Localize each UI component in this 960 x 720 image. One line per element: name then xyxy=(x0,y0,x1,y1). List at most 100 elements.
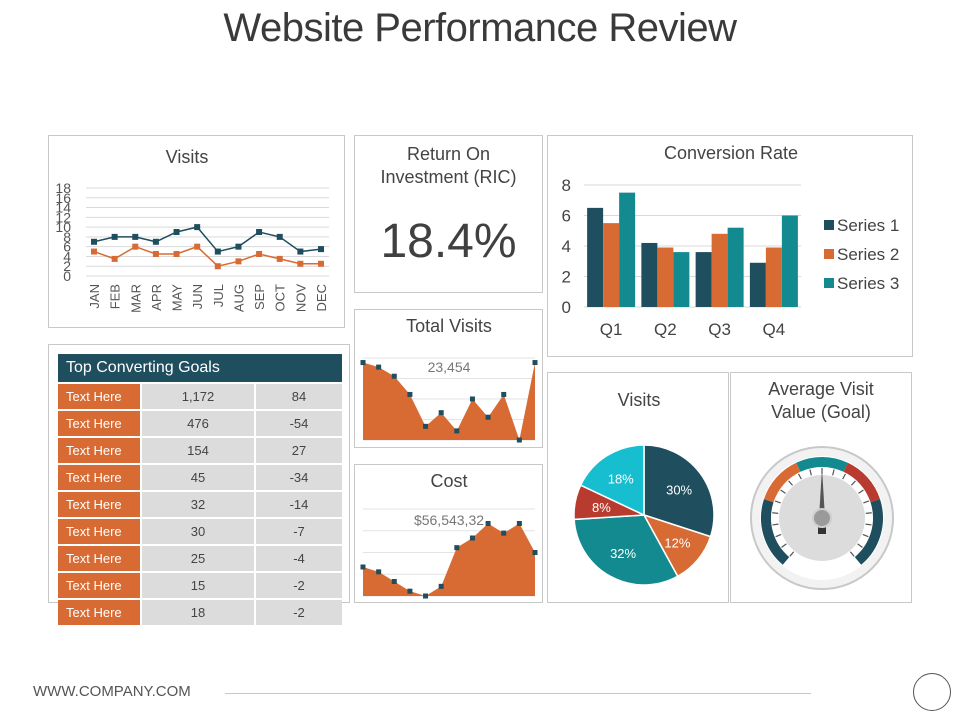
gauge-hub xyxy=(812,508,832,528)
gauge-tick xyxy=(850,480,856,486)
gauge-tick xyxy=(865,523,872,526)
x-tick-label: JUL xyxy=(211,284,226,307)
data-point xyxy=(391,373,397,379)
goal-change: -2 xyxy=(256,598,342,625)
data-point xyxy=(194,224,201,231)
gauge-tick xyxy=(858,489,864,494)
x-tick-label: Q1 xyxy=(600,320,623,339)
bar xyxy=(749,262,766,307)
data-point xyxy=(532,360,538,366)
gauge-tick xyxy=(809,469,812,476)
gauge-tick xyxy=(862,533,869,538)
bar xyxy=(657,247,674,307)
annotation: $56,543,32 xyxy=(414,512,484,528)
data-point xyxy=(91,238,97,245)
goal-label: Text Here xyxy=(58,544,142,571)
goal-count: 476 xyxy=(142,409,256,436)
conversion-panel: Conversion Rate 0 2 4 6 8 Q1 Q2 Q3 Q4 Series 1 Seri… xyxy=(547,135,913,357)
goal-count: 25 xyxy=(142,544,256,571)
visits-pie-chart: Visits 30% 12% 32% 8% 18% xyxy=(573,390,715,586)
y-tick-label: 14 xyxy=(55,200,71,216)
goal-label: Text Here xyxy=(58,490,142,517)
table-row: Text Here 476 -54 xyxy=(58,409,342,436)
slice-label: 12% xyxy=(664,536,690,551)
y-tick-label: 8 xyxy=(562,176,571,195)
goals-table: Top Converting Goals Text Here 1,172 84 Tex… xyxy=(58,354,342,625)
goal-count: 18 xyxy=(142,598,256,625)
gauge-tick xyxy=(774,500,781,504)
data-point xyxy=(132,233,139,240)
gauge-band xyxy=(854,499,883,565)
bar xyxy=(765,247,782,307)
y-tick-label: 4 xyxy=(562,237,571,256)
data-point xyxy=(297,260,304,267)
data-point xyxy=(407,391,413,397)
data-point xyxy=(485,521,491,526)
footer-url[interactable]: WWW.COMPANY.COM xyxy=(33,683,191,700)
roi-value: 18.4% xyxy=(380,215,517,268)
table-row: Text Here 32 -14 xyxy=(58,490,342,517)
data-point xyxy=(469,535,475,541)
data-point xyxy=(235,258,242,265)
y-tick-label: 2 xyxy=(63,258,71,274)
data-point xyxy=(407,588,413,594)
gauge-tick xyxy=(842,473,847,480)
chart-title: Total Visits xyxy=(406,316,492,336)
data-point xyxy=(297,248,304,255)
bar xyxy=(673,252,690,307)
data-point xyxy=(360,360,366,366)
x-tick-label: FEB xyxy=(108,284,123,309)
page-title: Website Performance Review xyxy=(223,6,737,50)
goal-change: 27 xyxy=(256,436,342,463)
footer-circle-icon xyxy=(913,673,951,711)
roi-panel: Return On Investment (RIC) 18.4% xyxy=(354,135,543,293)
goal-count: 154 xyxy=(142,436,256,463)
goal-change: -7 xyxy=(256,517,342,544)
y-tick-label: 18 xyxy=(55,180,71,196)
data-point xyxy=(91,248,97,255)
bar xyxy=(711,233,728,307)
y-tick-label: 2 xyxy=(562,268,571,287)
gauge-dial xyxy=(750,446,894,590)
table-row: Text Here 154 27 xyxy=(58,436,342,463)
goals-panel: Top Converting Goals Text Here 1,172 84 Tex… xyxy=(48,344,350,625)
x-tick-label: DEC xyxy=(314,284,329,311)
data-point xyxy=(376,364,382,370)
data-point xyxy=(438,410,444,416)
area-fill xyxy=(363,523,535,596)
goal-change: 84 xyxy=(256,382,342,409)
data-point xyxy=(256,229,263,235)
gauge-tick xyxy=(865,512,872,514)
gauge-needle xyxy=(819,468,825,518)
gauge-tick xyxy=(772,523,779,526)
table-row: Text Here 15 -2 xyxy=(58,571,342,598)
data-point xyxy=(111,255,118,262)
series-line xyxy=(93,226,322,253)
gauge-tick xyxy=(789,551,795,557)
x-tick-label: AUG xyxy=(231,284,246,312)
legend-swatch xyxy=(824,278,834,288)
goal-change: -34 xyxy=(256,463,342,490)
bar xyxy=(587,207,604,307)
x-tick-label: OCT xyxy=(273,284,288,312)
chart-title: Conversion Rate xyxy=(664,143,798,163)
goal-change: -4 xyxy=(256,544,342,571)
data-point xyxy=(152,238,159,245)
x-tick-label: Q2 xyxy=(654,320,677,339)
gauge-tick xyxy=(832,469,835,476)
goal-count: 1,172 xyxy=(142,382,256,409)
slice-label: 30% xyxy=(666,482,692,497)
data-point xyxy=(423,423,429,429)
gauge-tick xyxy=(772,512,779,514)
goal-count: 30 xyxy=(142,517,256,544)
data-point xyxy=(423,593,429,599)
gauge-band xyxy=(843,462,881,503)
table-row: Text Here 25 -4 xyxy=(58,544,342,571)
data-point xyxy=(454,545,460,551)
goal-count: 15 xyxy=(142,571,256,598)
data-point xyxy=(173,251,180,257)
table-row: Text Here 45 -34 xyxy=(58,463,342,490)
x-tick-label: NOV xyxy=(293,284,308,313)
x-tick-label: Q3 xyxy=(708,320,731,339)
chart-title: Cost xyxy=(430,471,467,491)
